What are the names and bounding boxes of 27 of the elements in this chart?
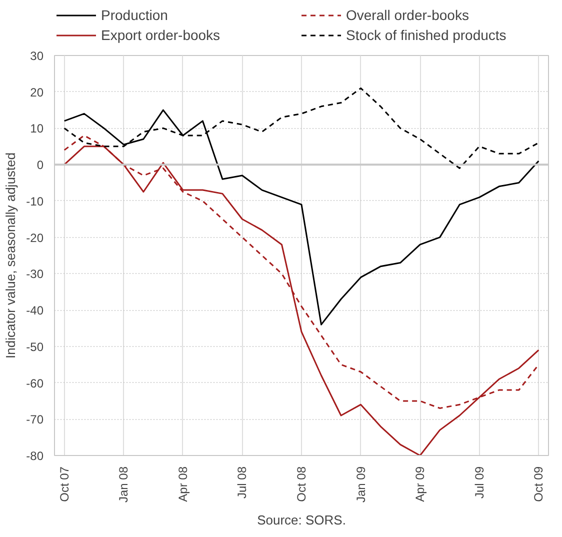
y-tick-label: 0 xyxy=(36,158,44,172)
y-tick-label: -60 xyxy=(26,376,44,390)
y-tick-label: 20 xyxy=(30,85,44,100)
legend-label: Production xyxy=(101,7,169,23)
y-tick-label: -70 xyxy=(26,412,44,427)
x-tick-label: Oct 07 xyxy=(57,466,72,502)
source-note: Source: SORS. xyxy=(257,512,346,528)
legend-label: Stock of finished products xyxy=(346,27,508,43)
y-tick-label: -40 xyxy=(26,304,44,318)
y-tick-label: -80 xyxy=(26,449,44,463)
y-tick-label: 10 xyxy=(30,122,44,136)
x-tick-label: Jan 08 xyxy=(116,466,131,503)
y-tick-label: -30 xyxy=(26,267,44,282)
y-tick-label: -10 xyxy=(26,194,44,208)
y-tick-label: -20 xyxy=(26,230,44,245)
x-tick-label: Apr 09 xyxy=(413,466,428,502)
legend-label: Overall order-books xyxy=(346,7,470,23)
x-tick-label: Jan 09 xyxy=(354,466,368,503)
y-tick-label: -50 xyxy=(26,340,44,354)
y-tick-label: 30 xyxy=(30,49,44,63)
legend-label: Export order-books xyxy=(101,27,222,43)
y-axis-title: Indicator value, seasonally adjusted xyxy=(3,152,18,358)
x-tick-label: Jul 09 xyxy=(472,466,486,499)
x-tick-label: Jul 08 xyxy=(235,466,250,499)
x-tick-label: Apr 08 xyxy=(176,466,190,502)
x-tick-label: Oct 08 xyxy=(294,466,308,502)
x-tick-label: Oct 09 xyxy=(532,466,546,502)
